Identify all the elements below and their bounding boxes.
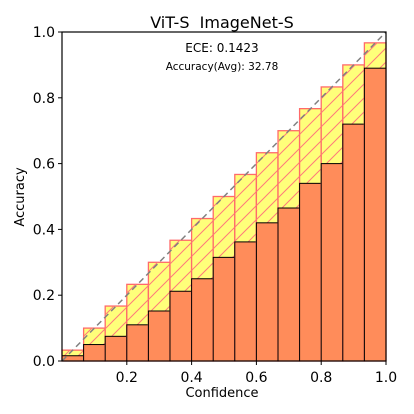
accuracy-bar [212,256,236,362]
x-tick-label: 1.0 [375,370,397,386]
y-axis-label: Accuracy [13,167,28,227]
x-axis-label: Confidence [185,386,258,401]
y-tick-label: 0.0 [33,354,55,370]
accuracy-bar [169,290,193,362]
accuracy-bar [147,310,171,362]
bars-layer [61,42,387,362]
accuracy-bar [234,241,257,362]
accuracy-bar [191,278,214,362]
x-axis: 0.2 0.4 0.6 0.8 1.0 [116,361,397,386]
plot-frame [61,31,387,362]
x-tick-label: 0.4 [180,370,202,386]
perfect-calibration-line [61,31,387,362]
x-tick-label: 0.8 [310,370,332,386]
accuracy-annotation: Accuracy(Avg): 32.78 [166,61,279,73]
accuracy-bar [342,123,365,362]
x-tick-label: 0.2 [116,370,138,386]
accuracy-bar [299,182,322,362]
accuracy-bar [126,324,149,362]
accuracy-bar [104,335,128,362]
accuracy-bar [363,67,387,362]
accuracy-bar [277,207,301,362]
y-tick-label: 1.0 [33,25,55,41]
y-axis: 0.0 0.2 0.4 0.6 0.8 1.0 [33,25,62,370]
y-tick-label: 0.6 [33,157,55,173]
accuracy-bar [320,163,344,362]
ece-annotation: ECE: 0.1423 [185,41,258,55]
accuracy-bar [255,222,279,362]
y-tick-label: 0.4 [33,222,55,238]
y-tick-label: 0.2 [33,288,55,304]
chart-title: ViT-S ImageNet-S [150,13,294,32]
x-tick-label: 0.6 [245,370,267,386]
accuracy-bar [83,344,106,362]
y-tick-label: 0.8 [33,91,55,107]
